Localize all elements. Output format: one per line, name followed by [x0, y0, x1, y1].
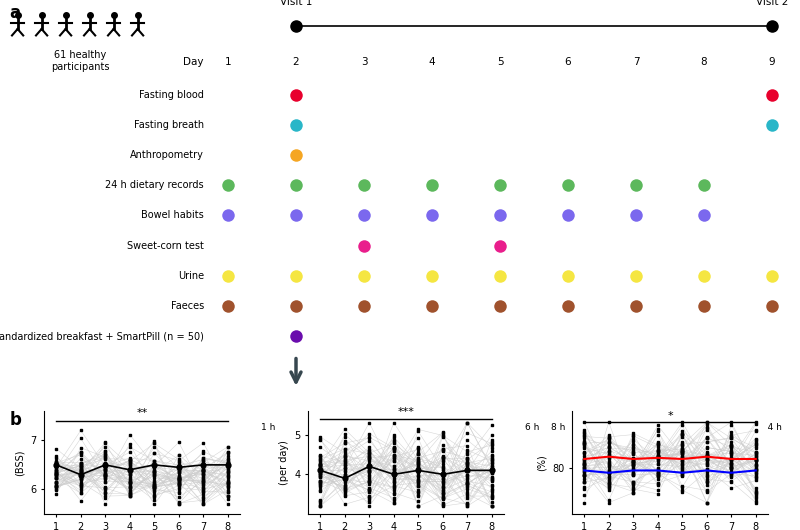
Text: Bowel habits: Bowel habits — [142, 210, 204, 220]
Text: 3: 3 — [361, 57, 367, 67]
Text: Visit 2: Visit 2 — [756, 0, 788, 7]
Text: 0 h: 0 h — [209, 423, 223, 432]
Text: ***: *** — [398, 407, 414, 417]
Text: 1 h: 1 h — [262, 423, 276, 432]
Text: Anthropometry: Anthropometry — [130, 150, 204, 160]
Text: 10 h: 10 h — [575, 423, 595, 432]
Text: 5 h: 5 h — [472, 423, 486, 432]
Text: Time: Time — [172, 422, 196, 432]
Text: 3 h: 3 h — [367, 423, 381, 432]
Text: 1: 1 — [225, 57, 231, 67]
Text: Postprandial breath: Postprandial breath — [100, 443, 196, 453]
Text: 4: 4 — [429, 57, 435, 67]
Text: 2: 2 — [293, 57, 299, 67]
Text: 24 h: 24 h — [762, 423, 782, 432]
Text: 8: 8 — [701, 57, 707, 67]
Text: Standardized breakfast + SmartPill (n = 50): Standardized breakfast + SmartPill (n = … — [0, 331, 204, 341]
Text: 4 h: 4 h — [419, 423, 434, 432]
Text: 5: 5 — [497, 57, 503, 67]
Text: Fasting blood: Fasting blood — [139, 90, 204, 100]
Text: 8 h: 8 h — [551, 423, 566, 432]
Text: Fasting breath: Fasting breath — [134, 120, 204, 130]
Y-axis label: (%): (%) — [537, 454, 546, 471]
Text: Urine: Urine — [178, 271, 204, 281]
Text: 9: 9 — [769, 57, 775, 67]
Text: Day: Day — [183, 57, 204, 67]
Text: Visit 1: Visit 1 — [280, 0, 312, 7]
Text: 6: 6 — [565, 57, 571, 67]
Y-axis label: (per day): (per day) — [278, 440, 289, 485]
Text: b: b — [10, 411, 22, 429]
Y-axis label: (BSS): (BSS) — [14, 449, 25, 476]
Text: **: ** — [136, 408, 148, 418]
Text: 24 h dietary records: 24 h dietary records — [106, 180, 204, 190]
Text: Postprandial urine: Postprandial urine — [107, 470, 196, 480]
Text: 7: 7 — [633, 57, 639, 67]
Text: 2 h: 2 h — [314, 423, 329, 432]
Text: Faeces: Faeces — [170, 301, 204, 311]
Text: 6 h: 6 h — [525, 423, 539, 432]
Text: Sweet-corn test: Sweet-corn test — [127, 241, 204, 251]
Text: *: * — [667, 411, 673, 421]
Text: 61 healthy
participants: 61 healthy participants — [50, 50, 110, 72]
Text: a: a — [10, 4, 21, 22]
